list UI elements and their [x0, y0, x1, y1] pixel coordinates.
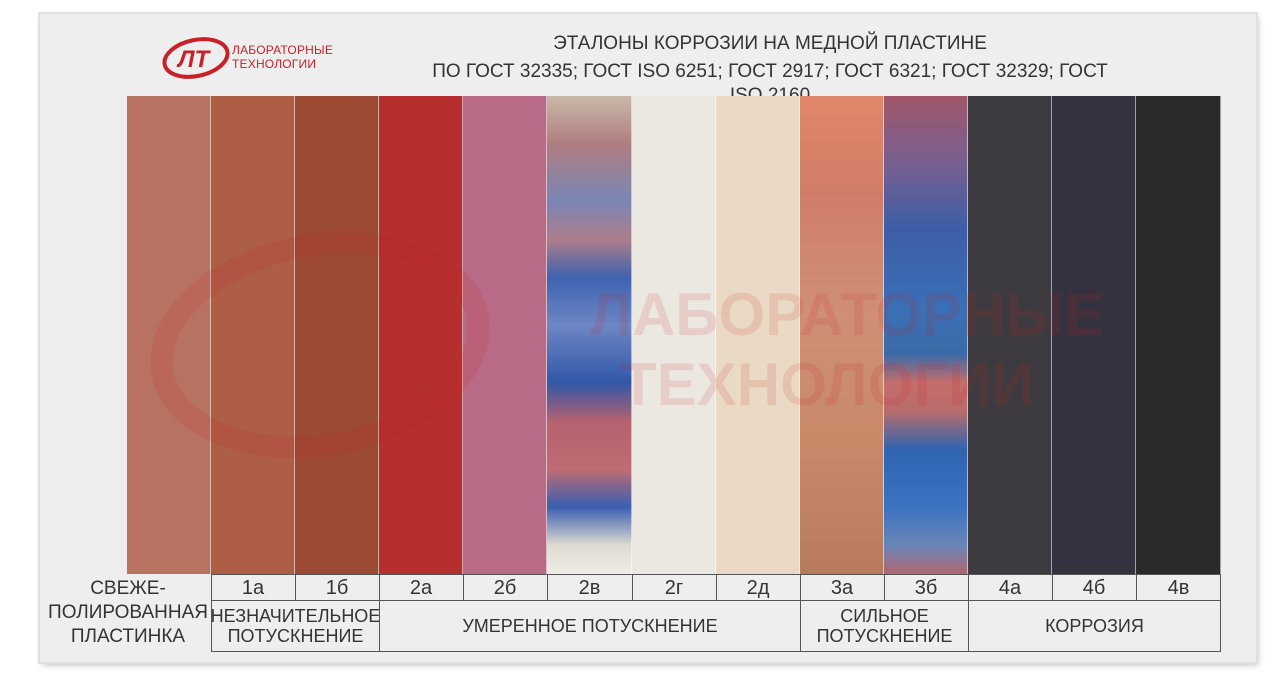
group-strong-line2: ПОТУСКНЕНИЕ [816, 626, 953, 646]
code-label: 4в [1167, 576, 1190, 599]
table-divider [884, 574, 885, 600]
strip-3b [884, 96, 968, 574]
strip-1a [211, 96, 295, 574]
code-label: 4а [998, 576, 1022, 599]
strip-2d [716, 96, 800, 574]
table-divider [295, 574, 296, 600]
group-slight-line2: ПОТУСКНЕНИЕ [227, 626, 364, 646]
group-corrosion: КОРРОЗИЯ [969, 600, 1220, 652]
group-fresh-line2: ПОЛИРОВАННАЯ [48, 602, 208, 623]
table-divider [1052, 574, 1053, 600]
group-slight: НЕЗНАЧИТЕЛЬНОЕ ПОТУСКНЕНИЕ [210, 600, 381, 652]
table-divider [211, 574, 212, 652]
code-label: 1а [241, 576, 265, 599]
strip-2b [463, 96, 547, 574]
table-divider [716, 574, 717, 600]
group-fresh-line3: ПЛАСТИНКА [70, 626, 186, 647]
strip-4a [968, 96, 1052, 574]
table-divider [547, 574, 548, 600]
table-border-mid [211, 600, 1221, 601]
code-label: 1б [325, 576, 349, 599]
strip-4v [1136, 96, 1221, 574]
group-corrosion-label: КОРРОЗИЯ [1045, 616, 1144, 636]
strip-2v [547, 96, 632, 574]
code-label: 3б [914, 576, 938, 599]
code-label: 2г [664, 576, 684, 599]
logo-mark: ЛТ [176, 46, 211, 73]
code-label: 2в [578, 576, 601, 599]
strip-3a [800, 96, 884, 574]
group-fresh: СВЕЖЕ- ПОЛИРОВАННАЯ ПЛАСТИНКА [48, 576, 208, 650]
code-label: 2а [409, 576, 433, 599]
table-divider [800, 574, 801, 652]
code-label: 4б [1082, 576, 1106, 599]
group-moderate-label: УМЕРЕННОЕ ПОТУСКНЕНИЕ [462, 616, 718, 636]
code-label: 2б [493, 576, 517, 599]
page-title: ЭТАЛОНЫ КОРРОЗИИ НА МЕДНОЙ ПЛАСТИНЕ [553, 33, 987, 54]
logo-text-line2: ТЕХНОЛОГИИ [232, 57, 317, 71]
logo-text-line1: ЛАБОРАТОРНЫЕ [232, 43, 334, 57]
table-divider [968, 574, 969, 652]
code-label: 3а [830, 576, 854, 599]
group-fresh-line1: СВЕЖЕ- [90, 578, 166, 599]
strip-2a [379, 96, 463, 574]
group-slight-line1: НЕЗНАЧИТЕЛЬНОЕ [210, 606, 381, 626]
logo-text: ЛАБОРАТОРНЫЕ ТЕХНОЛОГИИ [232, 43, 333, 71]
strip-4b [1052, 96, 1136, 574]
group-strong-line1: СИЛЬНОЕ [840, 606, 929, 626]
table-divider [1136, 574, 1137, 600]
table-divider [379, 574, 380, 652]
group-moderate: УМЕРЕННОЕ ПОТУСКНЕНИЕ [380, 600, 800, 652]
strip-1b [295, 96, 379, 574]
group-strong: СИЛЬНОЕ ПОТУСКНЕНИЕ [801, 600, 968, 652]
code-label: 2д [746, 576, 770, 599]
table-divider [632, 574, 633, 600]
company-logo-icon: ЛТ [162, 37, 230, 79]
table-border-bottom [211, 651, 1221, 652]
table-divider [1220, 574, 1221, 652]
strip-2g [632, 96, 716, 574]
table-divider [463, 574, 464, 600]
strip-fresh [127, 96, 211, 574]
